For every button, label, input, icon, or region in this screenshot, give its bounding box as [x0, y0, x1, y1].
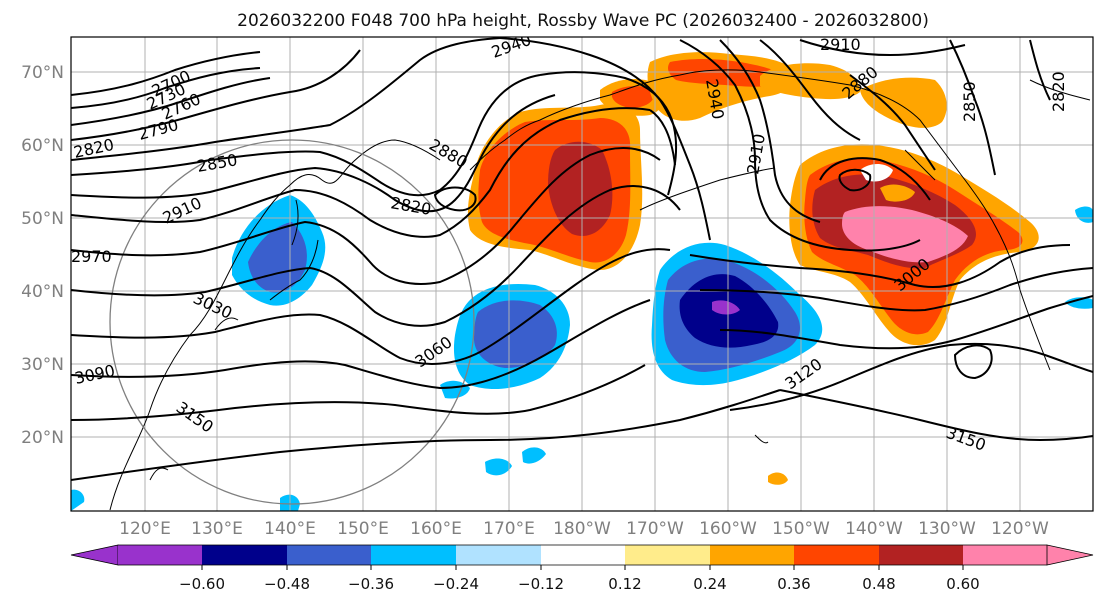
colorbar-segment [963, 545, 1047, 565]
colorbar-tick-label: 0.12 [608, 575, 641, 593]
reference-circle [109, 139, 475, 505]
lat-label: 30°N [21, 355, 64, 375]
lon-label: 120°W [991, 519, 1049, 539]
contour-label: 2820 [1049, 71, 1068, 112]
colorbar-segment [456, 545, 541, 565]
lon-label: 160°E [410, 519, 462, 539]
coastlines [109, 69, 1091, 511]
colorbar-segment [794, 545, 879, 565]
colorbar-tick-label: 0.60 [946, 575, 979, 593]
lon-label: 160°W [699, 519, 757, 539]
lat-label: 40°N [21, 282, 64, 302]
colorbar-tick-label: −0.12 [518, 575, 564, 593]
colorbar-tick-label: 0.24 [693, 575, 726, 593]
colorbar-segment [710, 545, 794, 565]
colorbar-segment [118, 545, 202, 565]
lon-label: 120°E [119, 519, 171, 539]
longitude-labels: 120°E 130°E 140°E 150°E 160°E 170°E 180°… [119, 519, 1049, 539]
lon-label: 170°E [483, 519, 535, 539]
lat-label: 70°N [21, 63, 64, 83]
colorbar-tick-label: 0.48 [862, 575, 895, 593]
colorbar-segment [879, 545, 963, 565]
height-contours [71, 37, 1093, 481]
lon-label: 150°E [337, 519, 389, 539]
colorbar-tick-label: −0.24 [433, 575, 479, 593]
lat-label: 60°N [21, 136, 64, 156]
lat-label: 50°N [21, 209, 64, 229]
colorbar-tick-label: −0.48 [264, 575, 310, 593]
colorbar-segment [202, 545, 287, 565]
lon-label: 130°E [191, 519, 243, 539]
contour-label: 2970 [71, 247, 112, 266]
lon-label: 150°W [772, 519, 830, 539]
colorbar-tick-label: 0.36 [777, 575, 810, 593]
map-frame [70, 36, 1094, 512]
colorbar-low-extend [70, 544, 119, 566]
figure-title: 2026032200 F048 700 hPa height, Rossby W… [237, 11, 929, 31]
lon-label: 140°W [845, 519, 903, 539]
latitude-labels: 70°N 60°N 50°N 40°N 30°N 20°N [21, 63, 64, 448]
lat-label: 20°N [21, 428, 64, 448]
map-area: 2700 2730 2760 2790 2820 2850 2910 2970 … [71, 35, 1093, 511]
colorbar-high-extend [1046, 544, 1094, 566]
colorbar-segment [371, 545, 456, 565]
lon-label: 180°W [553, 519, 611, 539]
lon-label: 140°E [264, 519, 316, 539]
colorbar-segment [287, 545, 371, 565]
graticule [71, 37, 1093, 511]
colorbar-tick-label: −0.36 [348, 575, 394, 593]
lon-label: 170°W [626, 519, 684, 539]
contour-label: 2850 [960, 81, 979, 122]
colorbar-tick-label: −0.60 [179, 575, 225, 593]
colorbar-segment [541, 545, 625, 565]
colorbar: −0.60 −0.48 −0.36 −0.24 −0.12 0.12 0.24 … [70, 544, 1094, 593]
colorbar-segment [625, 545, 710, 565]
contour-label: 2910 [820, 35, 861, 54]
lon-label: 130°W [918, 519, 976, 539]
